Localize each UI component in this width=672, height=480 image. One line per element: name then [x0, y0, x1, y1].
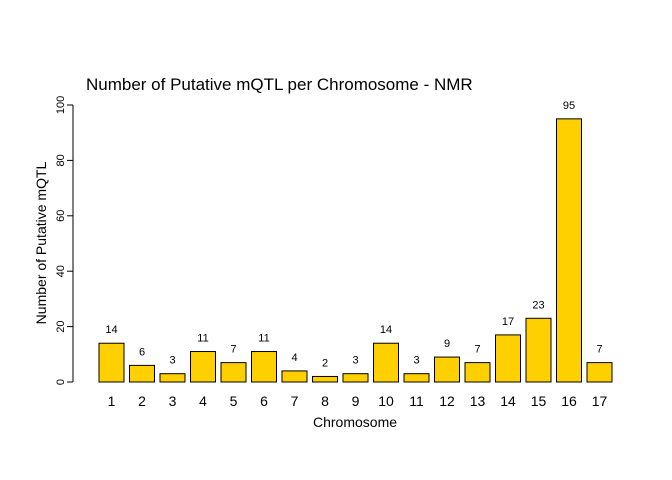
bar [312, 375, 338, 383]
bar [220, 362, 247, 383]
bar [464, 362, 491, 383]
chart-title: Number of Putative mQTL per Chromosome -… [86, 75, 473, 94]
data-label: 2 [322, 357, 328, 369]
data-label: 7 [596, 344, 602, 356]
x-tick-label: 11 [409, 393, 424, 409]
bars-group [98, 118, 613, 383]
y-tick-label: 0 [55, 379, 67, 385]
bar [556, 118, 582, 383]
x-tick-label: 14 [500, 393, 516, 409]
data-label: 6 [139, 346, 145, 358]
x-tick-label: 5 [230, 393, 238, 409]
bar [342, 373, 369, 383]
bar [281, 370, 308, 383]
data-label: 3 [352, 355, 358, 367]
data-label: 17 [502, 316, 514, 328]
bar [525, 317, 552, 383]
y-tick-label: 20 [55, 320, 67, 332]
x-tick-label: 12 [439, 393, 455, 409]
bar [403, 373, 430, 383]
bar [159, 373, 186, 383]
x-axis-label: Chromosome [313, 414, 397, 430]
x-tick-label: 3 [169, 393, 177, 409]
bar [129, 364, 155, 383]
x-tick-label: 6 [260, 393, 268, 409]
data-label: 7 [230, 344, 236, 356]
x-tick-label: 10 [378, 393, 394, 409]
y-tick-label: 80 [55, 154, 67, 166]
x-tick-label: 17 [592, 393, 608, 409]
data-label: 4 [291, 352, 297, 364]
y-axis: 0 20 40 60 80 100 [55, 96, 74, 385]
bar [98, 342, 125, 383]
bar [251, 351, 277, 383]
y-tick-label: 60 [55, 210, 67, 222]
x-tick-label: 7 [291, 393, 299, 409]
data-label: 3 [169, 355, 175, 367]
x-tick-label: 9 [352, 393, 360, 409]
data-label: 7 [474, 344, 480, 356]
bar [373, 342, 399, 383]
bar [586, 362, 613, 383]
y-axis-label: Number of Putative mQTL [33, 161, 49, 324]
x-tick-label: 8 [321, 393, 329, 409]
data-label: 3 [413, 355, 419, 367]
x-tick-label: 13 [470, 393, 486, 409]
data-label: 11 [258, 333, 269, 345]
data-label: 11 [197, 333, 208, 345]
bar [495, 334, 521, 383]
x-tick-label: 4 [199, 393, 207, 409]
y-tick-label: 40 [55, 265, 67, 277]
y-tick-label: 100 [55, 96, 67, 114]
data-label: 95 [563, 100, 575, 112]
bar [434, 356, 460, 383]
data-label: 23 [532, 299, 544, 311]
data-label: 14 [380, 324, 392, 336]
data-label: 14 [105, 324, 117, 336]
x-tick-label: 16 [561, 393, 577, 409]
data-label: 9 [444, 338, 450, 350]
x-tick-label: 1 [108, 393, 116, 409]
bar [190, 351, 216, 383]
x-tick-label: 15 [531, 393, 547, 409]
x-tick-label: 2 [138, 393, 146, 409]
x-tick-labels-group: 1 2 3 4 5 6 7 8 9 10 11 12 13 14 15 16 17 [108, 393, 608, 409]
